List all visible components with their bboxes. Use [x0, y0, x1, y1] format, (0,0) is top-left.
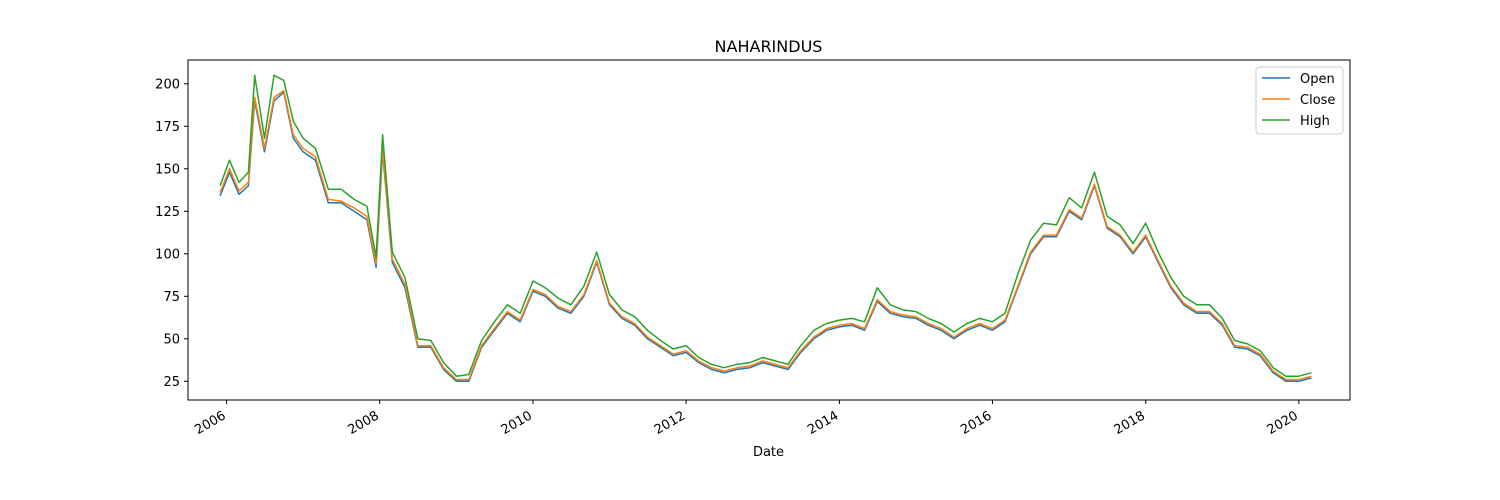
y-tick-label: 100	[155, 247, 180, 262]
y-tick-label: 150	[155, 162, 180, 177]
y-tick-label: 25	[163, 375, 180, 390]
legend-frame	[1255, 66, 1344, 135]
legend-label-open: Open	[1300, 72, 1335, 87]
plot-area-frame	[187, 59, 1351, 401]
legend-label-close: Close	[1300, 93, 1335, 108]
legend: Open Close High	[1255, 66, 1344, 135]
y-tick-label: 50	[163, 332, 180, 347]
y-tick-label: 75	[163, 290, 180, 305]
legend-label-high: High	[1300, 114, 1330, 129]
series-lines	[219, 74, 1312, 383]
chart-title: NAHARINDUS	[715, 37, 823, 56]
series-line-high	[219, 74, 1312, 377]
y-tick-label: 175	[155, 120, 180, 135]
series-line-close	[219, 89, 1312, 381]
y-tick-label: 125	[155, 205, 180, 220]
x-axis-label: Date	[753, 445, 784, 460]
y-tick-label: 200	[155, 77, 180, 92]
y-axis: 25 50 75 100 125 150 175 200	[155, 77, 188, 390]
